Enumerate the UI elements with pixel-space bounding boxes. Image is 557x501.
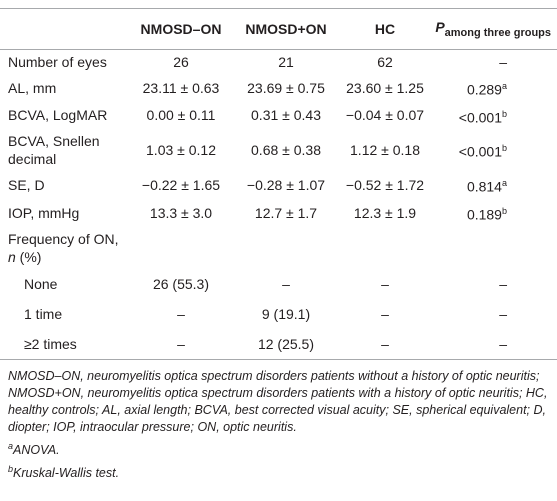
cell: 9 (19.1) bbox=[261, 305, 311, 322]
p-value: 0.289a bbox=[430, 74, 557, 102]
column-header: HC bbox=[374, 21, 396, 37]
row-label: BCVA, Snellen decimal bbox=[8, 133, 100, 168]
empty-cell bbox=[340, 227, 430, 269]
column-header: NMOSD+ON bbox=[245, 21, 327, 37]
p-text: 0.189 bbox=[466, 206, 502, 223]
cell: −0.52 ± 1.72 bbox=[345, 177, 425, 194]
cell: −0.22 ± 1.65 bbox=[141, 177, 221, 194]
p-text: – bbox=[499, 54, 507, 70]
row-label: 1 time bbox=[24, 305, 63, 322]
p-subscript: among three groups bbox=[444, 26, 551, 39]
row-label: ≥2 times bbox=[24, 335, 77, 352]
label-part: Frequency of ON, bbox=[8, 230, 119, 247]
p-value: – bbox=[430, 329, 557, 360]
row-label: Number of eyes bbox=[8, 54, 107, 70]
table-row: SE, D −0.22 ± 1.65 −0.28 ± 1.07 −0.52 ± 1.7… bbox=[0, 171, 557, 199]
cell: – bbox=[381, 335, 389, 352]
table-row: BCVA, LogMAR 0.00 ± 0.11 0.31 ± 0.43 −0.04 … bbox=[0, 102, 557, 130]
p-value: <0.001b bbox=[430, 102, 557, 130]
cell: – bbox=[381, 275, 389, 292]
table-row: BCVA, Snellen decimal 1.03 ± 0.12 0.68 ± 0… bbox=[0, 129, 557, 171]
p-note: b bbox=[501, 108, 507, 119]
p-text: – bbox=[499, 275, 507, 292]
footnote-mark: b bbox=[8, 463, 14, 474]
cell: – bbox=[177, 305, 185, 322]
group-row: Frequency of ON, n (%) bbox=[0, 227, 557, 269]
row-label: None bbox=[24, 275, 58, 292]
table-row: None 26 (55.3) – – – bbox=[0, 269, 557, 299]
p-label: P bbox=[435, 19, 445, 36]
p-text: 0.814 bbox=[466, 178, 502, 195]
p-text: – bbox=[499, 335, 507, 352]
empty-cell bbox=[130, 227, 232, 269]
group-label: Frequency of ON, n (%) bbox=[0, 227, 130, 269]
table-row: AL, mm 23.11 ± 0.63 23.69 ± 0.75 23.60 ± 1.… bbox=[0, 74, 557, 102]
footnote-mark: a bbox=[8, 440, 14, 451]
row-label: AL, mm bbox=[8, 79, 57, 96]
cell: 23.60 ± 1.25 bbox=[346, 79, 424, 96]
abbreviations: NMOSD–ON, neuromyelitis optica spectrum … bbox=[8, 368, 548, 434]
cell: – bbox=[177, 335, 185, 352]
empty-cell bbox=[430, 227, 557, 269]
cell: 12.7 ± 1.7 bbox=[254, 204, 318, 221]
empty-cell bbox=[232, 227, 340, 269]
cell: −0.28 ± 1.07 bbox=[246, 177, 326, 194]
footnote-text: Kruskal-Wallis test. bbox=[13, 465, 120, 480]
cell: 0.00 ± 0.11 bbox=[146, 107, 216, 124]
p-note: a bbox=[501, 81, 507, 91]
p-text: <0.001 bbox=[458, 109, 502, 126]
footnote: bKruskal-Wallis test. bbox=[8, 461, 549, 482]
p-header: Pamong three groups bbox=[430, 9, 557, 50]
table-row: ≥2 times – 12 (25.5) – – bbox=[0, 329, 557, 360]
table-header: NMOSD–ON NMOSD+ON HC Pamong three groups bbox=[0, 8, 557, 50]
header-row: NMOSD–ON NMOSD+ON HC Pamong three groups bbox=[0, 8, 557, 50]
page: NMOSD–ON NMOSD+ON HC Pamong three groups Nu… bbox=[0, 8, 557, 501]
footnote-text: ANOVA. bbox=[13, 442, 60, 457]
cell: – bbox=[381, 305, 389, 322]
cell: 1.03 ± 0.12 bbox=[146, 142, 216, 159]
p-value: 0.814a bbox=[430, 171, 557, 199]
label-part: (%) bbox=[15, 248, 42, 265]
cell: – bbox=[282, 275, 290, 292]
cell: 12 (25.5) bbox=[257, 335, 315, 352]
p-note: a bbox=[501, 178, 507, 189]
p-text: – bbox=[499, 305, 507, 322]
cell: 23.11 ± 0.63 bbox=[142, 79, 220, 96]
cell: 21 bbox=[278, 54, 294, 70]
column-header: NMOSD–ON bbox=[140, 21, 222, 37]
table-row: IOP, mmHg 13.3 ± 3.0 12.7 ± 1.7 12.3 ± 1.9 0… bbox=[0, 199, 557, 227]
footnote: aANOVA. bbox=[8, 438, 549, 459]
p-value: – bbox=[430, 299, 557, 329]
row-label: SE, D bbox=[8, 177, 45, 194]
data-table: NMOSD–ON NMOSD+ON HC Pamong three groups Nu… bbox=[0, 8, 557, 360]
cell: 26 bbox=[173, 54, 189, 70]
cell: 62 bbox=[377, 54, 393, 70]
cell: 23.69 ± 0.75 bbox=[247, 79, 325, 96]
cell: 1.12 ± 0.18 bbox=[350, 142, 420, 159]
p-text: 0.289 bbox=[466, 81, 502, 98]
cell: −0.04 ± 0.07 bbox=[345, 107, 425, 124]
row-label: IOP, mmHg bbox=[8, 204, 80, 221]
row-label: BCVA, LogMAR bbox=[8, 107, 108, 124]
p-note: b bbox=[501, 143, 507, 154]
cell: 13.3 ± 3.0 bbox=[149, 204, 213, 221]
cell: 0.31 ± 0.43 bbox=[251, 107, 321, 124]
p-text: <0.001 bbox=[458, 144, 502, 161]
table-body: Number of eyes 26 21 62 – AL, mm 23.11 ± 0.63 2… bbox=[0, 50, 557, 360]
p-value: <0.001b bbox=[430, 129, 557, 171]
p-value: – bbox=[430, 50, 557, 75]
p-value: – bbox=[430, 269, 557, 299]
table-row: 1 time – 9 (19.1) – – bbox=[0, 299, 557, 329]
corner bbox=[0, 9, 130, 50]
cell: 26 (55.3) bbox=[152, 275, 210, 292]
p-note: b bbox=[501, 205, 507, 216]
cell: 12.3 ± 1.9 bbox=[353, 204, 417, 221]
p-value: 0.189b bbox=[430, 199, 557, 227]
cell: 0.68 ± 0.38 bbox=[251, 142, 321, 159]
footnotes: NMOSD–ON, neuromyelitis optica spectrum … bbox=[0, 360, 557, 482]
label-part: n bbox=[8, 248, 16, 265]
table-row: Number of eyes 26 21 62 – bbox=[0, 50, 557, 75]
